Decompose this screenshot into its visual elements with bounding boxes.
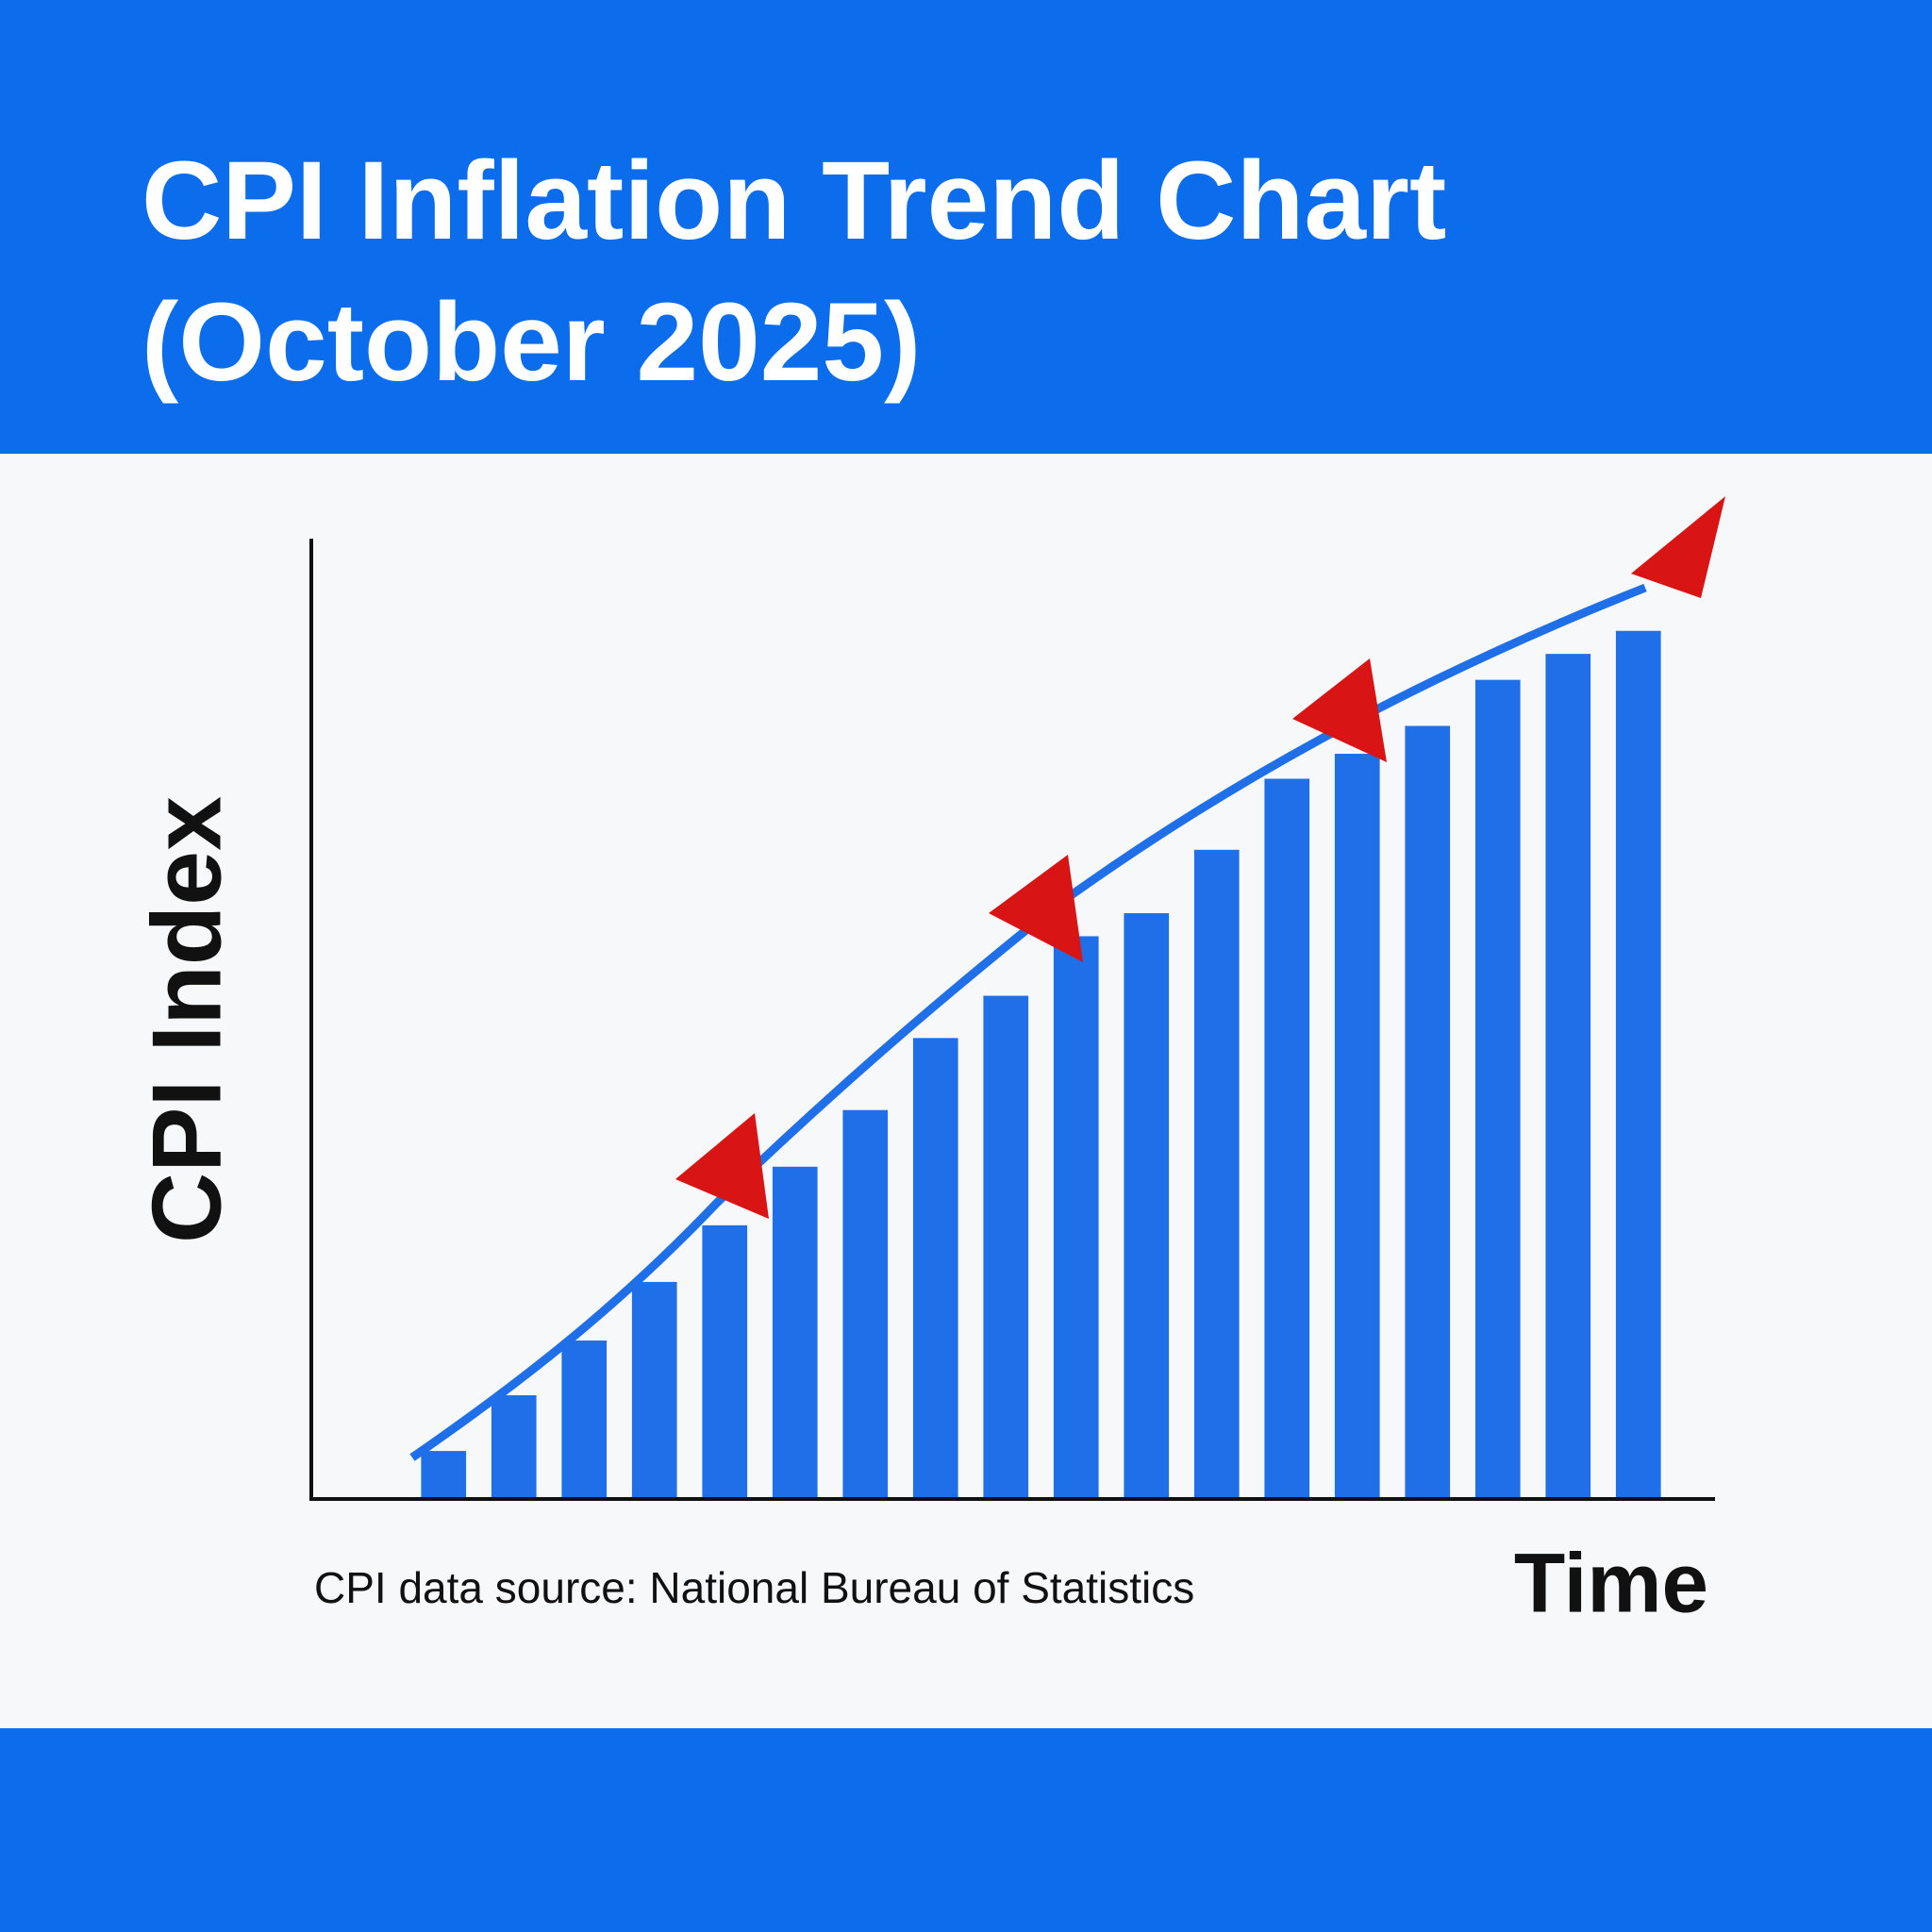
bar xyxy=(1405,725,1451,1499)
bar xyxy=(1124,913,1170,1499)
trend-line xyxy=(409,583,1647,1461)
bar xyxy=(983,995,1029,1499)
bar xyxy=(702,1224,748,1499)
trend-marker xyxy=(675,1113,769,1219)
bar xyxy=(421,1451,467,1499)
bar xyxy=(1474,679,1521,1499)
bar xyxy=(912,1038,958,1499)
bar xyxy=(1545,654,1591,1499)
chart-title: CPI Inflation Trend Chart (October 2025) xyxy=(142,139,1447,405)
bar xyxy=(1334,754,1380,1499)
bar xyxy=(631,1281,677,1499)
top-banner xyxy=(0,0,1932,454)
source-note: CPI data source: National Bureau of Stat… xyxy=(314,1563,1194,1612)
bottom-banner xyxy=(0,1728,1932,1932)
bar xyxy=(1193,849,1240,1499)
bar xyxy=(1053,936,1099,1499)
y-axis-label: CPI Index xyxy=(132,796,242,1243)
bar xyxy=(842,1109,889,1499)
bar-group xyxy=(421,630,1661,1499)
trend-arrowhead xyxy=(1631,496,1725,598)
bar xyxy=(1264,778,1310,1499)
chart: CPI Index Time CPI data source: National… xyxy=(132,496,1725,1630)
x-axis-label: Time xyxy=(1514,1536,1708,1630)
bar xyxy=(772,1166,818,1499)
bar xyxy=(491,1395,537,1499)
trend-marker xyxy=(989,855,1083,962)
bar xyxy=(1615,630,1661,1499)
bar xyxy=(561,1341,608,1499)
trend-marker xyxy=(1292,658,1387,762)
